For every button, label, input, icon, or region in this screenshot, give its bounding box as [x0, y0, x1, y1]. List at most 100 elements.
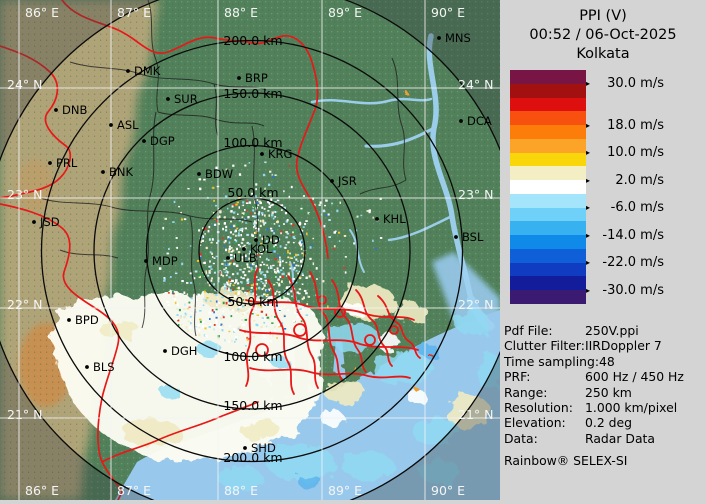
echo-pixel — [254, 224, 256, 227]
echo-pixel — [256, 314, 259, 316]
echo-pixel — [305, 292, 308, 295]
echo-pixel — [285, 231, 288, 233]
echo-pixel — [175, 237, 178, 239]
echo-pixel — [254, 195, 257, 198]
echo-pixel — [268, 205, 271, 208]
echo-pixel — [232, 216, 235, 219]
echo-pixel — [242, 299, 245, 301]
echo-pixel — [295, 270, 298, 272]
echo-pixel — [211, 238, 214, 241]
echo-pixel — [266, 304, 269, 306]
echo-pixel — [210, 265, 212, 268]
echo-pixel — [328, 236, 331, 238]
echo-pixel — [247, 205, 250, 208]
station-name: Kolkata — [576, 46, 630, 62]
echo-pixel — [210, 279, 213, 282]
echo-pixel — [199, 240, 202, 243]
scale-tick-label: -22.0 m/s — [602, 255, 664, 271]
echo-pixel — [318, 204, 321, 206]
color-scale-segment — [510, 111, 586, 126]
echo-pixel — [231, 205, 234, 208]
echo-pixel — [202, 298, 205, 301]
echo-pixel — [295, 253, 298, 257]
echo-pixel — [261, 316, 263, 319]
echo-pixel — [239, 268, 242, 271]
echo-pixel — [180, 212, 182, 214]
echo-pixel — [246, 312, 249, 315]
echo-pixel — [263, 335, 266, 338]
echo-pixel — [260, 325, 263, 328]
echo-pixel — [218, 277, 220, 280]
echo-pixel — [246, 338, 249, 341]
echo-pixel — [247, 216, 250, 219]
echo-pixel — [292, 241, 295, 244]
echo-pixel — [232, 164, 235, 167]
echo-pixel — [315, 267, 318, 270]
city-label: PRL — [56, 156, 78, 170]
echo-pixel — [259, 201, 262, 205]
echo-pixel — [229, 231, 232, 234]
echo-pixel — [242, 305, 245, 308]
echo-pixel — [181, 280, 184, 283]
echo-pixel — [225, 274, 228, 277]
echo-pixel — [265, 294, 268, 298]
echo-pixel — [292, 235, 295, 239]
echo-pixel — [305, 314, 309, 316]
tick-arrow-icon: ▸ — [586, 203, 591, 213]
echo-pixel — [226, 281, 229, 284]
echo-pixel — [292, 278, 295, 280]
metadata-value: 250 km — [585, 384, 632, 400]
echo-pixel — [281, 204, 284, 207]
echo-pixel — [278, 294, 281, 296]
echo-pixel — [194, 270, 198, 273]
echo-pixel — [287, 299, 289, 302]
echo-pixel — [199, 310, 202, 312]
echo-pixel — [224, 286, 227, 288]
echo-pixel — [234, 329, 236, 332]
echo-pixel — [198, 333, 201, 337]
echo-pixel — [271, 173, 274, 176]
echo-pixel — [222, 227, 224, 231]
echo-pixel — [210, 241, 213, 244]
echo-pixel — [226, 207, 229, 210]
echo-pixel — [302, 226, 305, 228]
city-dot — [85, 365, 89, 369]
echo-pixel — [274, 201, 277, 203]
echo-pixel — [200, 235, 203, 239]
longitude-label: 88° E — [224, 483, 258, 498]
echo-pixel — [262, 274, 265, 276]
echo-pixel — [256, 283, 259, 286]
metadata-label: Clutter Filter: — [504, 338, 585, 354]
color-scale-segment — [510, 207, 586, 222]
echo-pixel — [215, 321, 219, 323]
echo-pixel — [204, 324, 207, 327]
echo-pixel — [203, 288, 206, 291]
echo-pixel — [214, 309, 217, 313]
longitude-label: 89° E — [328, 483, 362, 498]
echo-pixel — [228, 280, 230, 283]
echo-pixel — [255, 253, 258, 256]
echo-pixel — [309, 246, 312, 249]
echo-pixel — [279, 256, 281, 259]
echo-pixel — [213, 283, 215, 286]
echo-pixel — [198, 275, 201, 278]
echo-pixel — [163, 279, 166, 282]
echo-pixel — [271, 322, 274, 324]
metadata-value: 0.2 deg — [585, 415, 632, 431]
echo-pixel — [224, 271, 227, 274]
echo-pixel — [290, 223, 293, 225]
echo-pixel — [248, 266, 251, 269]
echo-pixel — [259, 224, 262, 228]
echo-pixel — [272, 176, 275, 178]
metadata-label: Pdf File: — [504, 323, 553, 338]
echo-pixel — [175, 294, 178, 296]
echo-pixel — [335, 278, 338, 282]
echo-pixel — [339, 201, 341, 204]
echo-pixel — [197, 293, 200, 297]
echo-pixel — [287, 293, 290, 295]
echo-pixel — [273, 245, 275, 248]
color-scale — [510, 70, 586, 305]
echo-pixel — [264, 317, 266, 320]
echo-pixel — [260, 271, 264, 273]
scale-tick: ▸ 30.0 m/s — [586, 76, 702, 92]
